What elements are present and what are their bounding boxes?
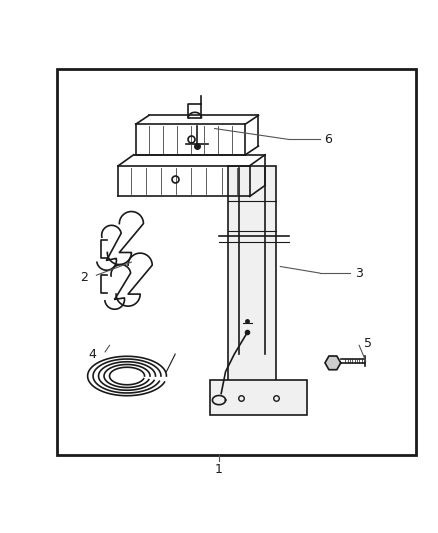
Bar <box>228 166 276 407</box>
Bar <box>210 381 307 415</box>
Text: 1: 1 <box>215 463 223 476</box>
Bar <box>57 69 416 455</box>
Text: 2: 2 <box>80 271 88 284</box>
Text: 3: 3 <box>355 266 363 280</box>
Text: 6: 6 <box>324 133 332 146</box>
Polygon shape <box>325 356 341 370</box>
Text: 4: 4 <box>88 349 96 361</box>
Text: 5: 5 <box>364 337 371 350</box>
